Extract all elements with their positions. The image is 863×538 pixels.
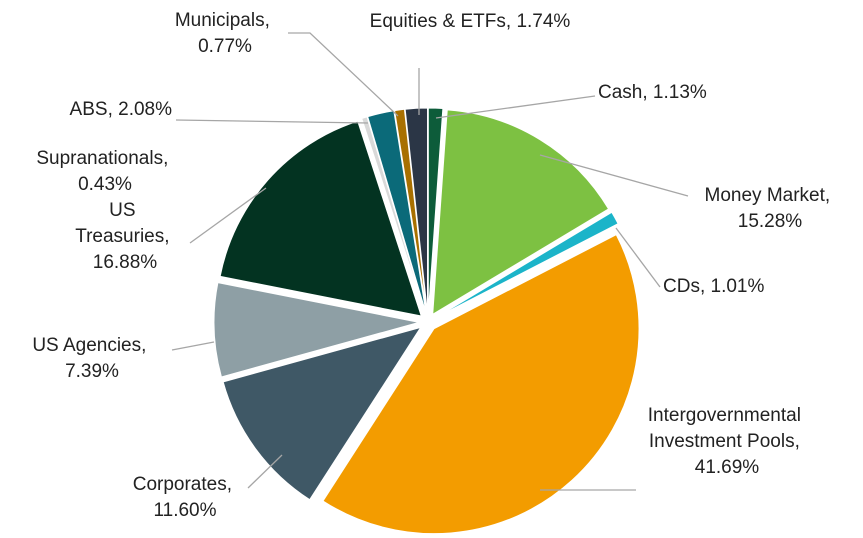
data-label: Municipals, 0.77% [175,10,275,57]
leader-line [615,227,661,288]
leader-line [539,154,689,197]
leader-line [288,32,399,117]
pie-slice [219,120,423,317]
pie-slice [361,116,426,314]
data-label: Money Market, 15.28% [705,185,836,232]
leader-line [435,95,596,119]
data-label: US Agencies, 7.39% [32,335,151,382]
pie-slice [213,282,420,378]
pie-slice [432,109,610,316]
pie-slice [404,107,429,314]
pie-slice [222,326,422,501]
pie-slice [427,107,444,314]
pie-slice [322,234,640,535]
pie-slice [367,110,427,314]
leader-line [247,454,283,489]
leader-line [189,187,267,244]
pie-slice [394,108,428,314]
data-label: Cash, 1.13% [598,82,707,103]
leader-line [171,341,215,351]
data-label: ABS, 2.08% [70,99,173,120]
pie-slice [435,211,619,319]
data-label: US Treasuries, 16.88% [75,200,175,273]
data-label: Corporates, 11.60% [133,474,238,521]
leader-line [175,119,369,124]
data-label: Intergovernmental Investment Pools, 41.6… [648,405,806,478]
data-label: CDs, 1.01% [663,276,764,297]
data-label: Equities & ETFs, 1.74% [370,11,571,32]
data-label: Supranationals, 0.43% [36,148,173,195]
